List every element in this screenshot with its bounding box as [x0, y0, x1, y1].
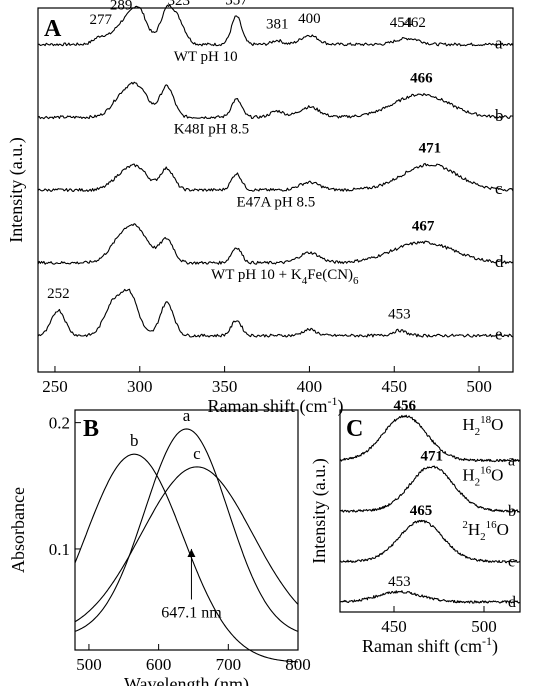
panel-a-series-label-e: WT pH 10 + K4Fe(CN)6: [211, 267, 359, 287]
panel-a-trace-a: [37, 4, 514, 47]
panel-a-trace-c: [37, 162, 514, 192]
panel-b-x-tick-label: 600: [146, 655, 172, 674]
panel-b-annotation: 647.1 nm: [161, 604, 222, 621]
panel-a-trace-d: [37, 223, 514, 265]
panel-c-x-tick-label: 450: [381, 617, 407, 636]
panel-a-peak-label: 381: [266, 16, 289, 32]
panel-c-series-label-c: 2H216O: [462, 519, 509, 543]
panel-a-x-axis-label: Raman shift (cm-1): [208, 394, 344, 417]
panel-a-peak-label: 453: [388, 307, 411, 323]
panel-c-trace-c: [340, 519, 521, 564]
panel-c-series-letter-d: d: [508, 594, 516, 611]
panel-b-y-axis-label: Absorbance: [8, 487, 28, 573]
panel-c-frame: [339, 409, 521, 613]
panel-a-series-letter-a: a: [495, 33, 503, 52]
panel-c-peak-label: 471: [421, 449, 444, 465]
panel-c-series-label-b: H216O: [462, 465, 503, 489]
panel-a-x-tick-label: 450: [382, 377, 408, 396]
panel-a-peak-label: 467: [412, 218, 435, 234]
panel-c: 450 500 C Raman shift (cm-1) Intensity (a.u.…: [309, 398, 521, 657]
panel-b-x-tick-label: 800: [285, 655, 311, 674]
panel-c-trace-b: [339, 465, 521, 513]
panel-a-peak-label: 252: [47, 286, 70, 302]
panel-c-peak-label: 453: [388, 574, 411, 590]
panel-a-series-letter-e: e: [495, 325, 503, 344]
panel-a-peak-label: 357: [225, 0, 248, 8]
panel-a-trace-b: [37, 81, 514, 120]
panel-b-series-label-c: c: [193, 444, 201, 463]
panel-b-x-tick-label: 700: [216, 655, 242, 674]
panel-b-y-tick-label: 0.1: [49, 540, 70, 559]
panel-a: 250 300 350 400 450 500 A Raman shift (cm-1) Int…: [6, 0, 514, 417]
panel-a-x-tick-label: 500: [466, 377, 492, 396]
panel-b-frame: [74, 409, 299, 651]
panel-c-series-letter-a: a: [508, 453, 515, 470]
panel-a-peak-label: 400: [298, 11, 321, 27]
panel-c-y-axis-label: Intensity (a.u.): [309, 458, 330, 563]
panel-c-label: C: [346, 416, 363, 442]
panel-c-x-axis-label: Raman shift (cm-1): [362, 634, 498, 657]
panel-a-series-label-b: WT pH 10: [174, 49, 238, 65]
panel-b-x-axis-label: Wavelength (nm): [124, 674, 249, 686]
panel-b-series-label-b: b: [130, 431, 139, 450]
panel-a-peak-label: 277: [90, 12, 113, 28]
panel-c-trace-a: [339, 414, 521, 463]
panel-b-trace-a: [74, 428, 299, 632]
panel-a-trace-e: [37, 288, 514, 338]
panel-a-x-tick-label: 350: [212, 377, 238, 396]
panel-b: 500 600 700 800 0.1 0.2 B Wavelength (nm) Absorb…: [8, 406, 311, 686]
panel-c-peak-label: 465: [410, 503, 433, 519]
panel-c-trace-d: [339, 590, 521, 604]
panel-b-trace-c: [74, 466, 299, 623]
panel-a-series-letter-b: b: [495, 106, 504, 125]
panel-b-y-tick-label: 0.2: [49, 414, 70, 433]
panel-a-peak-label: 466: [410, 70, 433, 86]
panel-b-x-tick-label: 500: [76, 655, 102, 674]
panel-a-peak-label: 454: [390, 15, 413, 31]
panel-a-y-axis-label: Intensity (a.u.): [6, 137, 27, 242]
panel-a-series-letter-d: d: [495, 252, 504, 271]
panel-a-x-tick-label: 300: [127, 377, 153, 396]
panel-b-series-label-a: a: [183, 406, 191, 425]
panel-c-series-label-a: H218O: [462, 414, 503, 438]
panel-b-trace-b: [74, 453, 299, 663]
panel-a-x-tick-label: 400: [297, 377, 323, 396]
panel-a-x-tick-label: 250: [42, 377, 68, 396]
panel-a-peak-label: 323: [168, 0, 191, 9]
panel-b-arrowhead: [187, 548, 196, 557]
panel-a-label: A: [44, 16, 62, 42]
panel-c-series-letter-c: c: [508, 554, 515, 571]
panel-c-series-letter-b: b: [508, 503, 516, 520]
panel-a-series-label-c: K48I pH 8.5: [174, 122, 249, 138]
panel-a-series-letter-c: c: [495, 179, 503, 198]
panel-c-x-tick-label: 500: [471, 617, 497, 636]
panel-a-peak-label: 462: [403, 15, 426, 31]
panel-a-series-label-d: E47A pH 8.5: [236, 194, 315, 210]
panel-b-label: B: [83, 416, 99, 442]
panel-c-peak-label: 456: [394, 398, 417, 414]
panel-a-peak-label: 289: [110, 0, 133, 14]
panel-a-peak-label: 471: [419, 141, 442, 157]
